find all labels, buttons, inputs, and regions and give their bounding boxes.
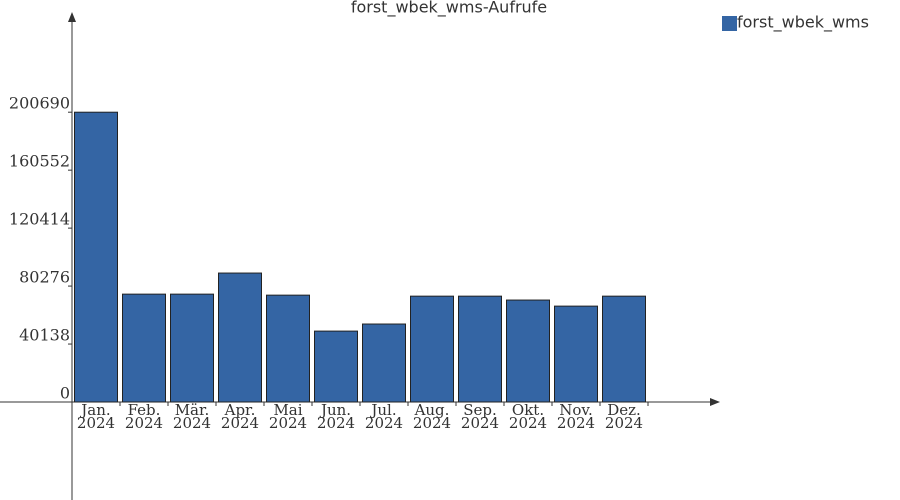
x-tick-label: Mär. 2024	[172, 401, 212, 432]
x-tick-label: Okt. 2024	[508, 401, 548, 432]
bar	[410, 295, 454, 403]
x-axis-arrow	[710, 398, 720, 406]
y-tick-label: 40138	[19, 326, 70, 345]
bar	[314, 330, 358, 403]
bar	[362, 323, 406, 403]
legend-swatch	[722, 16, 737, 31]
y-tick-label: 120414	[9, 210, 70, 229]
y-tick-label: 0	[60, 384, 70, 403]
x-tick-label: Aug. 2024	[412, 401, 452, 432]
bar	[554, 305, 598, 403]
bar	[122, 293, 166, 403]
bar	[170, 293, 214, 403]
x-tick-label: Mai 2024	[268, 401, 308, 432]
bar	[218, 272, 262, 403]
x-tick-label: Jul. 2024	[364, 401, 404, 432]
y-tick-label: 200690	[9, 94, 70, 113]
y-tick-label: 160552	[9, 152, 70, 171]
bar	[506, 299, 550, 403]
bar	[266, 294, 310, 403]
chart-title: forst_wbek_wms-Aufrufe	[351, 0, 547, 18]
bar	[602, 295, 646, 403]
y-axis-arrow	[68, 12, 76, 22]
legend-label: forst_wbek_wms	[737, 13, 869, 33]
x-tick-label: Nov. 2024	[556, 401, 596, 432]
x-tick-label: Jan. 2024	[76, 401, 116, 432]
y-tick-label: 80276	[19, 268, 70, 287]
x-tick-label: Sep. 2024	[460, 401, 500, 432]
x-tick-label: Jun. 2024	[316, 401, 356, 432]
x-tick-label: Feb. 2024	[124, 401, 164, 432]
bar	[458, 295, 502, 403]
x-tick-label: Dez. 2024	[604, 401, 644, 432]
bar	[74, 111, 118, 403]
x-tick-label: Apr. 2024	[220, 401, 260, 432]
